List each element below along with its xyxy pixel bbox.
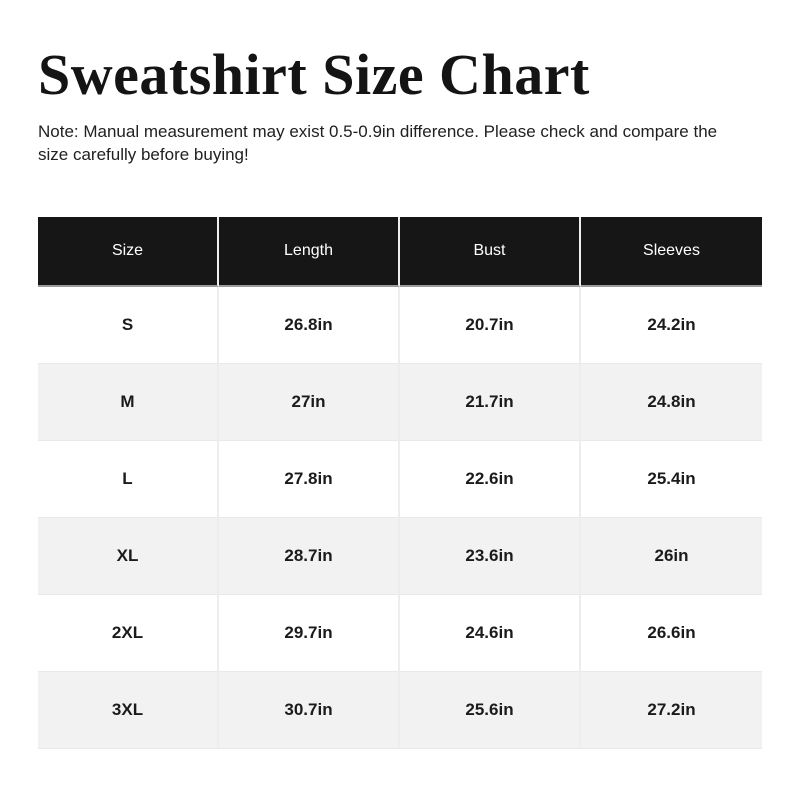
table-row-l: L 27.8in 22.6in 25.4in (38, 441, 762, 519)
table-header: Size Length Bust Sleeves (38, 217, 762, 288)
cell-bust: 24.6in (400, 595, 581, 673)
cell-bust: 22.6in (400, 441, 581, 519)
cell-length: 28.7in (219, 518, 400, 596)
table-row-s: S 26.8in 20.7in 24.2in (38, 287, 762, 365)
table-row-xl: XL 28.7in 23.6in 26in (38, 518, 762, 596)
measurement-note: Note: Manual measurement may exist 0.5-0… (38, 121, 718, 165)
cell-bust: 21.7in (400, 364, 581, 442)
cell-length: 29.7in (219, 595, 400, 673)
cell-length: 30.7in (219, 672, 400, 750)
page-title: Sweatshirt Size Chart (38, 42, 590, 107)
cell-size: M (38, 364, 219, 442)
cell-length: 27in (219, 364, 400, 442)
header-row: Size Length Bust Sleeves (38, 217, 762, 288)
cell-bust: 20.7in (400, 287, 581, 365)
cell-sleeves: 25.4in (581, 441, 762, 519)
cell-length: 27.8in (219, 441, 400, 519)
cell-sleeves: 26.6in (581, 595, 762, 673)
cell-sleeves: 24.2in (581, 287, 762, 365)
cell-bust: 23.6in (400, 518, 581, 596)
column-header-bust: Bust (400, 217, 581, 288)
column-header-size: Size (38, 217, 219, 288)
table-body: S 26.8in 20.7in 24.2in M 27in 21.7in 24.… (38, 287, 762, 750)
cell-size: L (38, 441, 219, 519)
cell-size: 3XL (38, 672, 219, 750)
cell-sleeves: 24.8in (581, 364, 762, 442)
cell-size: 2XL (38, 595, 219, 673)
column-header-length: Length (219, 217, 400, 288)
table-row-3xl: 3XL 30.7in 25.6in 27.2in (38, 672, 762, 750)
size-chart-table: Size Length Bust Sleeves S 26.8in 20.7in… (38, 217, 762, 750)
cell-bust: 25.6in (400, 672, 581, 750)
table-row-m: M 27in 21.7in 24.8in (38, 364, 762, 442)
cell-size: S (38, 287, 219, 365)
column-header-sleeves: Sleeves (581, 217, 762, 288)
table-row-2xl: 2XL 29.7in 24.6in 26.6in (38, 595, 762, 673)
cell-size: XL (38, 518, 219, 596)
cell-sleeves: 27.2in (581, 672, 762, 750)
cell-sleeves: 26in (581, 518, 762, 596)
cell-length: 26.8in (219, 287, 400, 365)
